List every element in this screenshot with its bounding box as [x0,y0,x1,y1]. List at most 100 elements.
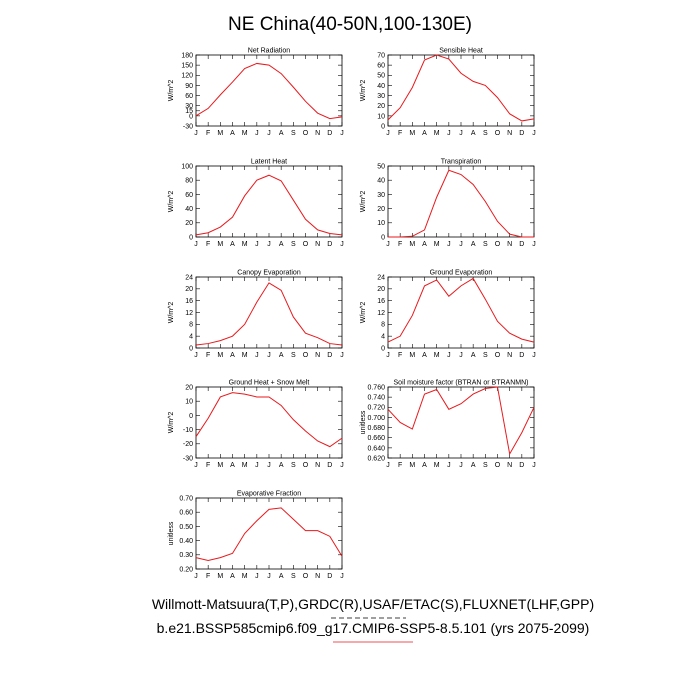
net-radiation-ytick-label: 30 [185,103,193,110]
footer-line-1: Willmott-Matsuura(T,P),GRDC(R),USAF/ETAC… [152,596,594,612]
canopy-evaporation-xtick-label: J [340,352,344,359]
net-radiation-xtick-label: A [279,130,284,137]
ground-evaporation-ytick-label: 24 [377,274,385,281]
evaporative-fraction-xtick-label: J [267,573,271,580]
canopy-evaporation-ytick-label: 24 [185,274,193,281]
soil-moisture-factor-btran-or-btranmn-ytick-label: 0.740 [367,395,385,402]
net-radiation-ytick-label: 90 [185,83,193,90]
soil-moisture-factor-btran-or-btranmn-ytick-label: 0.660 [367,435,385,442]
soil-moisture-factor-btran-or-btranmn-frame [387,386,535,459]
net-radiation-ytick-label: 180 [181,52,193,59]
ground-evaporation-ytick-label: 8 [381,322,385,329]
evaporative-fraction-ytick-label: 0.40 [179,538,193,545]
soil-moisture-factor-btran-or-btranmn-xtick-label: J [386,462,390,469]
sensible-heat-xtick-label: S [483,130,488,137]
net-radiation-xtick-label: J [194,130,198,137]
canopy-evaporation-ytick-label: 12 [185,310,193,317]
ground-heat-snow-melt-xtick-label: J [267,462,271,469]
ground-evaporation-xtick-label: F [398,352,402,359]
ground-evaporation-ytick-label: 0 [381,345,385,352]
transpiration-xtick-label: M [409,241,415,248]
ground-evaporation-xtick-label: O [495,352,501,359]
ground-heat-snow-melt-xtick-label: D [327,462,332,469]
net-radiation-xtick-label: A [230,130,235,137]
net-radiation-series-line [195,62,343,120]
transpiration-ytick-label: 20 [377,206,385,213]
net-radiation-ytick-label: 60 [185,93,193,100]
canopy-evaporation-xtick-label: D [327,352,332,359]
canopy-evaporation-ytick-label: 20 [185,286,193,293]
transpiration-xtick-label: S [483,241,488,248]
ground-heat-snow-melt-title: Ground Heat + Snow Melt [229,380,310,387]
net-radiation-ytick-label: -30 [183,123,193,130]
net-radiation-xtick-label: D [327,130,332,137]
evaporative-fraction-xtick-label: O [303,573,309,580]
ground-evaporation-ytick-label: 20 [377,286,385,293]
canopy-evaporation-xtick-label: A [230,352,235,359]
net-radiation-xtick-label: O [303,130,309,137]
ground-heat-snow-melt-ytick-label: -10 [183,427,193,434]
ground-evaporation-xtick-label: D [519,352,524,359]
ground-heat-snow-melt-ytick-label: 10 [185,399,193,406]
net-radiation-xtick-label: J [255,130,259,137]
latent-heat-xtick-label: J [255,241,259,248]
latent-heat-xtick-label: A [279,241,284,248]
ground-heat-snow-melt-xtick-label: O [303,462,309,469]
ground-evaporation-xtick-label: J [532,352,536,359]
canopy-evaporation-ylabel: W/m^2 [168,302,175,324]
latent-heat-ytick-label: 20 [185,220,193,227]
canopy-evaporation-frame [195,276,343,349]
sensible-heat-xtick-label: M [409,130,415,137]
canopy-evaporation-ytick-label: 8 [189,322,193,329]
ground-heat-snow-melt-xtick-label: J [340,462,344,469]
transpiration-ytick-label: 50 [377,163,385,170]
latent-heat-ytick-label: 100 [181,163,193,170]
net-radiation-xtick-label: J [267,130,271,137]
latent-heat-xtick-label: J [267,241,271,248]
latent-heat-xtick-label: M [242,241,248,248]
ground-evaporation-ytick-label: 16 [377,298,385,305]
ground-heat-snow-melt-xtick-label: J [194,462,198,469]
ground-heat-snow-melt-xtick-label: A [279,462,284,469]
latent-heat-xtick-label: D [327,241,332,248]
soil-moisture-factor-btran-or-btranmn-xtick-label: J [532,462,536,469]
canopy-evaporation-xtick-label: J [267,352,271,359]
ground-heat-snow-melt-ytick-label: -20 [183,441,193,448]
canopy-evaporation-ytick-label: 16 [185,298,193,305]
net-radiation-title: Net Radiation [248,48,291,55]
latent-heat-xtick-label: S [291,241,296,248]
canopy-evaporation-xtick-label: N [315,352,320,359]
canopy-evaporation-xtick-label: J [255,352,259,359]
ground-evaporation-xtick-label: J [386,352,390,359]
soil-moisture-factor-btran-or-btranmn-xtick-label: A [471,462,476,469]
ground-heat-snow-melt-xtick-label: M [217,462,223,469]
transpiration-xtick-label: J [459,241,463,248]
ground-evaporation-xtick-label: N [507,352,512,359]
net-radiation-xtick-label: F [206,130,210,137]
evaporative-fraction-xtick-label: D [327,573,332,580]
soil-moisture-factor-btran-or-btranmn-ytick-label: 0.640 [367,445,385,452]
latent-heat-xtick-label: N [315,241,320,248]
net-radiation-xtick-label: M [217,130,223,137]
soil-moisture-factor-btran-or-btranmn-xtick-label: J [459,462,463,469]
sensible-heat-title: Sensible Heat [439,48,483,55]
ground-evaporation-ylabel: W/m^2 [360,302,367,324]
transpiration-ytick-label: 40 [377,178,385,185]
sensible-heat-ytick-label: 40 [377,83,385,90]
latent-heat-xtick-label: F [206,241,210,248]
latent-heat-ytick-label: 0 [189,234,193,241]
soil-moisture-factor-btran-or-btranmn-ytick-label: 0.620 [367,455,385,462]
evaporative-fraction-xtick-label: S [291,573,296,580]
soil-moisture-factor-btran-or-btranmn-xtick-label: N [507,462,512,469]
soil-moisture-factor-btran-or-btranmn-xtick-label: M [434,462,440,469]
ground-heat-snow-melt-series-line [195,392,343,448]
canopy-evaporation-series-line [195,282,343,346]
canopy-evaporation-ytick-label: 4 [189,334,193,341]
sensible-heat-xtick-label: D [519,130,524,137]
